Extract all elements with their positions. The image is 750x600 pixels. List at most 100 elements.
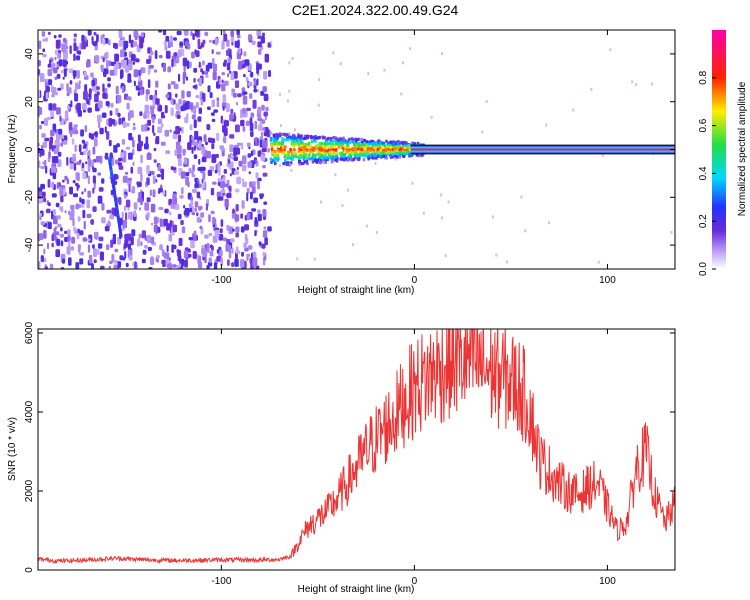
spectrogram-signal-cell — [381, 151, 385, 155]
spectrogram-noise-cell — [79, 258, 84, 265]
spectrogram-faint-cell — [481, 130, 484, 134]
spectrogram-signal-cell — [312, 135, 315, 139]
spectrogram-noise-cell — [156, 255, 160, 259]
spectrogram-signal-cell — [351, 138, 355, 142]
spectrogram-noise-cell — [268, 70, 271, 77]
spectrogram-noise-cell — [184, 102, 188, 111]
spectrogram-faint-cell — [609, 48, 612, 52]
spectrogram-noise-cell — [64, 118, 67, 124]
spectrogram-noise-cell — [61, 138, 64, 142]
spectrogram-noise-cell — [179, 194, 184, 199]
spectrogram-noise-cell — [51, 193, 57, 198]
spectrogram-signal-cell — [389, 140, 392, 144]
spectrogram-noise-cell — [204, 250, 208, 258]
spectrogram-noise-cell — [83, 220, 86, 230]
spectrogram-signal-cell — [357, 150, 360, 154]
spectrogram-noise-cell — [108, 39, 111, 46]
spectrogram-noise-cell — [122, 120, 126, 129]
spectrogram-noise-cell — [137, 181, 142, 187]
spectrogram-noise-cell — [101, 202, 105, 211]
spectrogram-noise-cell — [245, 76, 249, 82]
spectrogram-noise-cell — [246, 107, 251, 111]
spectrogram-signal-cell — [325, 151, 328, 155]
spectrogram-noise-cell — [178, 73, 181, 82]
spectrogram-signal-cell — [272, 133, 276, 137]
spectrogram-signal-cell — [330, 160, 334, 164]
spectrogram-noise-cell — [76, 102, 81, 112]
spectrogram-noise-cell — [146, 59, 151, 64]
spectrogram-noise-cell — [82, 172, 87, 179]
spectrogram-noise-cell — [92, 86, 97, 92]
spectrogram-noise-cell — [214, 229, 220, 238]
spectrogram-noise-cell — [128, 132, 133, 141]
spectrogram-signal-cell — [291, 156, 294, 160]
spectrogram-noise-cell — [121, 85, 125, 93]
spectrogram-noise-cell — [68, 122, 73, 131]
spectrogram-noise-cell — [48, 103, 53, 111]
spectrogram-noise-cell — [228, 226, 234, 234]
spectrogram-noise-cell — [58, 59, 63, 67]
spectrogram-noise-cell — [215, 51, 221, 55]
spectrogram-signal-cell — [311, 140, 314, 144]
snr-y-ticks: 0 2000 4000 6000 — [24, 321, 675, 573]
spectrogram-noise-cell — [220, 189, 226, 194]
spectrogram-noise-cell — [93, 31, 97, 36]
spectrogram-signal-cell — [276, 141, 280, 145]
spectrogram-noise-cell — [138, 192, 142, 199]
spectrogram-signal-cell — [314, 147, 317, 151]
spectrogram-signal-cell — [276, 149, 280, 153]
spectrogram-signal-cell — [275, 133, 279, 137]
spectrogram-noise-cell — [227, 259, 230, 266]
spectrogram-noise-cell — [178, 171, 182, 176]
spectrogram-noise-cell — [249, 117, 253, 125]
spectrogram-noise-cell — [58, 34, 62, 38]
spectrogram-noise-cell — [216, 249, 220, 254]
spectrogram-noise-cell — [188, 167, 192, 174]
spectrogram-noise-cell — [92, 146, 96, 155]
spectrogram-noise-cell — [262, 251, 266, 257]
spectrogram-noise-cell — [236, 34, 241, 39]
spectrogram-noise-cell — [97, 195, 103, 204]
spectrogram-noise-cell — [162, 30, 167, 36]
spectrogram-noise-cell — [73, 71, 76, 80]
spectrogram-noise-cell — [40, 221, 45, 226]
spectrogram-noise-cell — [236, 142, 242, 146]
spectrogram-noise-cell — [133, 202, 138, 210]
spectrogram-noise-cell — [231, 168, 236, 172]
spectrogram-noise-cell — [81, 162, 85, 168]
spectrogram-noise-cell — [87, 158, 92, 166]
spectrogram-signal-cell — [399, 145, 403, 149]
spectrogram-signal-cell — [344, 149, 347, 153]
spectrogram-noise-cell — [144, 202, 150, 211]
spectrogram-noise-cell — [248, 34, 252, 41]
x-tick-label: 0 — [412, 576, 418, 587]
spectrogram-noise-cell — [122, 175, 128, 183]
spectrogram-noise-cell — [262, 230, 268, 238]
spectrogram-noise-cell — [146, 165, 150, 174]
spectrogram-faint-cell — [375, 230, 378, 234]
spectrogram-signal-cell — [276, 158, 279, 162]
spectrogram-noise-cell — [93, 132, 99, 136]
spectrogram-faint-cell — [347, 188, 349, 192]
spectrogram-noise-cell — [198, 158, 201, 165]
spectrogram-noise-cell — [50, 129, 55, 137]
spectrogram-signal-cell — [301, 137, 305, 141]
spectrogram-noise-cell — [146, 197, 151, 203]
spectrogram-signal-cell — [335, 158, 338, 162]
spectrogram-signal-cell — [413, 142, 417, 146]
spectrogram-noise-cell — [217, 195, 221, 201]
spectrogram-noise-cell — [265, 106, 269, 112]
spectrogram-noise-cell — [80, 129, 84, 137]
spectrogram-noise-cell — [212, 57, 215, 65]
spectrogram-noise-cell — [56, 249, 60, 256]
spectrogram-noise-cell — [255, 265, 260, 269]
spectrogram-noise-cell — [181, 126, 184, 134]
spectrogram-noise-cell — [102, 92, 106, 99]
spectrogram-signal-cell — [279, 150, 282, 153]
spectrogram-noise-cell — [43, 197, 46, 203]
spectrogram-noise-cell — [226, 62, 231, 71]
spectrogram-noise-cell — [196, 191, 201, 199]
spectrogram-noise-cell — [246, 253, 251, 257]
spectrogram-faint-cell — [318, 78, 321, 82]
spectrogram-noise-cell — [57, 52, 61, 59]
